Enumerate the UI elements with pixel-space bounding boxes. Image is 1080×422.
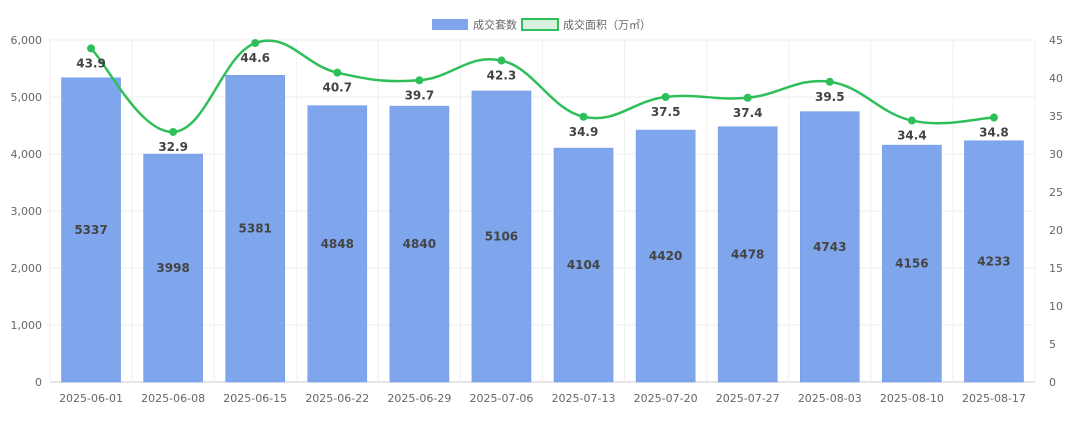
x-tick-label: 2025-08-10: [880, 392, 944, 405]
line-data-label: 32.9: [158, 140, 188, 154]
y-right-tick-label: 35: [1049, 110, 1063, 123]
line-point: [415, 76, 424, 85]
x-tick-label: 2025-06-08: [141, 392, 205, 405]
bar-data-label: 4478: [731, 247, 764, 261]
x-tick-label: 2025-06-22: [305, 392, 369, 405]
line-data-label: 34.8: [979, 126, 1009, 140]
line-data-label: 37.4: [733, 106, 763, 120]
legend-label-line: 成交面积（万㎡）: [563, 18, 651, 32]
bar-data-label: 3998: [156, 261, 189, 275]
line-data-label: 39.5: [815, 90, 845, 104]
bar: [389, 105, 450, 383]
y-left-tick-label: 6,000: [11, 34, 43, 47]
y-right-tick-label: 45: [1049, 34, 1063, 47]
bar: [143, 153, 203, 383]
y-right-tick-label: 5: [1049, 338, 1056, 351]
y-right-tick-label: 15: [1049, 262, 1063, 275]
bar: [882, 144, 942, 383]
bar: [307, 105, 368, 383]
line-data-label: 34.9: [569, 125, 599, 139]
line-point: [579, 112, 588, 121]
x-tick-label: 2025-07-13: [552, 392, 616, 405]
line-point: [989, 113, 998, 122]
line-data-label: 44.6: [240, 51, 270, 65]
line-data-label: 42.3: [487, 69, 517, 83]
legend-label-bar: 成交套数: [473, 18, 517, 32]
line-point: [497, 56, 506, 65]
bar-data-label: 4233: [977, 254, 1010, 268]
bar: [553, 147, 614, 383]
line-point: [251, 39, 260, 48]
legend-swatch-line: [521, 18, 559, 31]
line-data-label: 39.7: [405, 88, 435, 102]
bar: [61, 77, 121, 383]
line-point: [661, 93, 670, 101]
line-data-label: 40.7: [322, 81, 352, 95]
x-tick-label: 2025-06-29: [387, 392, 451, 405]
x-tick-label: 2025-06-01: [59, 392, 123, 405]
x-tick-label: 2025-07-20: [634, 392, 698, 405]
bar-data-label: 4104: [567, 258, 600, 272]
y-right-tick-label: 30: [1049, 148, 1063, 161]
x-tick-label: 2025-08-03: [798, 392, 862, 405]
y-right-tick-label: 10: [1049, 300, 1063, 313]
y-left-tick-label: 3,000: [11, 205, 43, 218]
line-point: [87, 44, 96, 53]
bar-data-label: 4840: [403, 237, 436, 251]
bar-data-label: 4420: [649, 249, 682, 263]
bar-data-label: 4156: [895, 257, 928, 271]
y-right-tick-label: 40: [1049, 72, 1063, 85]
x-tick-label: 2025-06-15: [223, 392, 287, 405]
bar: [717, 126, 778, 383]
line-data-label: 34.4: [897, 129, 927, 143]
bar: [225, 75, 286, 383]
bar-data-label: 5106: [485, 229, 518, 243]
y-left-tick-label: 4,000: [11, 148, 43, 161]
bar: [471, 90, 532, 383]
line-data-label: 37.5: [651, 105, 681, 119]
y-right-tick-label: 0: [1049, 376, 1056, 389]
y-left-tick-label: 0: [35, 376, 42, 389]
bar: [964, 140, 1024, 383]
legend-swatch-bar: [432, 19, 468, 30]
y-right-tick-label: 20: [1049, 224, 1063, 237]
line-point: [169, 127, 178, 136]
bar-data-label: 4743: [813, 240, 846, 254]
x-tick-label: 2025-08-17: [962, 392, 1026, 405]
y-left-tick-label: 5,000: [11, 91, 43, 104]
bar-data-label: 5337: [74, 223, 107, 237]
y-right-tick-label: 25: [1049, 186, 1063, 199]
x-tick-label: 2025-07-27: [716, 392, 780, 405]
line-data-label: 43.9: [76, 56, 106, 70]
line-point: [743, 93, 752, 102]
bar-data-label: 4848: [321, 237, 354, 251]
x-tick-label: 2025-07-06: [469, 392, 533, 405]
line-point: [333, 68, 342, 77]
bar: [799, 111, 860, 383]
bar: [635, 129, 696, 383]
bar-data-label: 5381: [239, 222, 272, 236]
line-point: [907, 116, 916, 125]
line-point: [825, 77, 834, 86]
y-left-tick-label: 1,000: [11, 319, 43, 332]
y-left-tick-label: 2,000: [11, 262, 43, 275]
